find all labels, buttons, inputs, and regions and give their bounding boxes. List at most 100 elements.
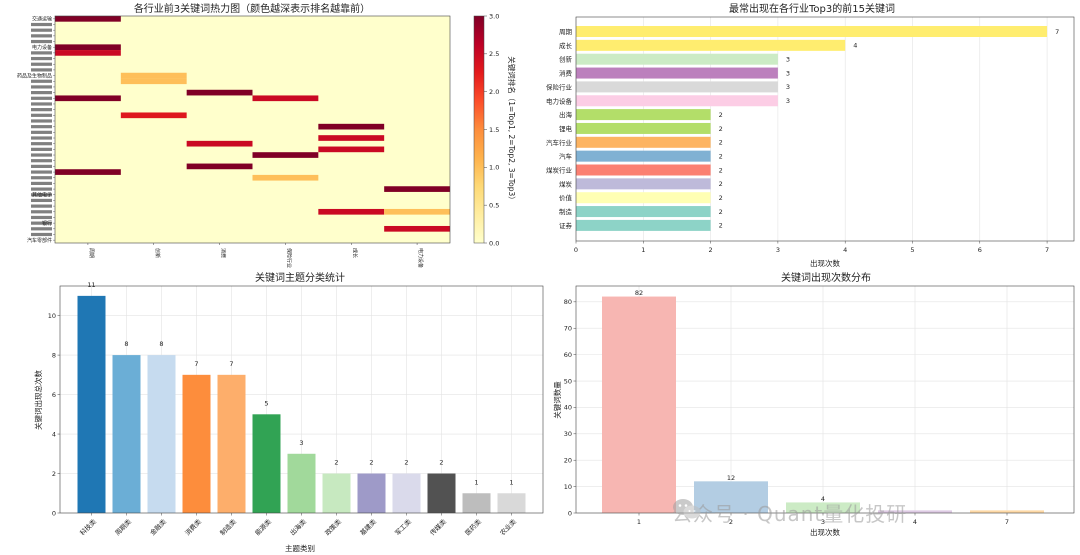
top15-bar [576, 26, 1048, 37]
theme-category-label: 金融类 [148, 517, 169, 538]
heatmap-row-label-glyphs [31, 210, 52, 214]
theme-value-label: 3 [299, 439, 303, 447]
theme-bar [287, 453, 316, 513]
theme-category-label: 基建类 [358, 517, 379, 538]
theme-y-tick-label: 10 [48, 312, 56, 320]
top15-category-label: 汽车行业 [546, 138, 573, 147]
distribution-bar [694, 481, 768, 513]
distribution-xlabel: 出现次数 [810, 527, 840, 537]
top15-value-label: 2 [719, 152, 723, 160]
top15-x-tick-label: 1 [641, 246, 645, 254]
top15-category-label: 煤炭 [559, 179, 573, 188]
top15-category-label: 制造 [559, 207, 573, 216]
heatmap-cell [55, 169, 121, 175]
top15-category-label: 汽车 [559, 152, 573, 161]
heatmap-x-label: 成长 [351, 248, 358, 258]
distribution-y-tick-label: 60 [564, 351, 572, 359]
top15-xlabel: 出现次数 [810, 258, 840, 268]
top15-value-label: 3 [786, 69, 790, 77]
heatmap-row-label-glyphs [31, 232, 52, 237]
heatmap-row-label-glyphs [31, 113, 52, 117]
top15-bars: 7 4 3 3 3 3 2 2 2 2 2 2 2 2 2 [576, 26, 1059, 231]
top15-category-label: 电力设备 [546, 96, 573, 105]
top15-category-label: 保险行业 [546, 82, 573, 91]
heatmap-row-label-glyphs [31, 198, 52, 203]
theme-category-label: 农业类 [498, 517, 519, 538]
top15-value-label: 2 [719, 194, 723, 202]
theme-value-label: 7 [194, 360, 198, 368]
distribution-x-tick-label: 7 [1005, 518, 1009, 526]
heatmap-row-label: 交通运输 [32, 16, 52, 23]
distribution-y-tick-label: 20 [564, 457, 572, 465]
top15-bar [576, 109, 711, 121]
heatmap-row-label-glyphs [31, 147, 52, 151]
theme-category-label: 医药类 [463, 517, 484, 538]
theme-y-tick-label: 0 [52, 509, 56, 517]
heatmap-row-label-glyphs [31, 164, 52, 168]
distribution-bars: 82 12 4 [602, 289, 1044, 513]
theme-value-label: 2 [334, 459, 338, 467]
heatmap-cell [252, 95, 319, 102]
top15-category-label: 成长 [559, 41, 573, 50]
heatmap-row-label-glyphs [31, 227, 52, 231]
distribution-y-tick-label: 70 [564, 325, 572, 333]
heatmap-row-label: 汽车零部件 [27, 237, 52, 244]
top15-value-label: 2 [719, 111, 723, 119]
heatmap-title: 各行业前3关键词热力图（颜色越深表示排名越靠前） [134, 2, 370, 15]
top15-value-label: 3 [786, 56, 790, 64]
heatmap-cell [55, 44, 121, 51]
theme-y-tick-label: 2 [52, 470, 56, 478]
theme-value-label: 11 [87, 281, 95, 289]
top15-value-label: 2 [719, 222, 723, 230]
heatmap-cell [318, 135, 385, 141]
top15-bar [576, 136, 711, 148]
heatmap-row-label-glyphs [31, 215, 52, 220]
heatmap-row-label-glyphs [31, 221, 52, 225]
heatmap-x-label: 创新 [154, 248, 161, 258]
heatmap-row-label: 银行 [42, 220, 52, 227]
wechat-icon [673, 499, 701, 519]
colorbar-ticks: 0.0 0.5 1.0 1.5 2.0 2.5 3.0 [484, 12, 499, 247]
heatmap-cell [55, 95, 121, 102]
top15-bar [576, 150, 711, 162]
distribution-y-tick-label: 0 [568, 509, 572, 517]
heatmap-row-label-glyphs [31, 85, 52, 89]
top15-x-tick-label: 0 [574, 246, 578, 254]
heatmap-x-label: 消费 [220, 248, 227, 258]
top15-x-tick-label: 6 [978, 246, 982, 254]
heatmap-row-label-glyphs [31, 102, 52, 106]
theme-category-label: 制造类 [218, 517, 239, 538]
heatmap-cell [384, 208, 450, 215]
top15-x-tick-label: 5 [910, 246, 914, 254]
heatmap-row-label-glyphs [31, 91, 52, 95]
heatmap-x-labels: 周期 创新 消费 保险行业 成长 电力设备 [87, 243, 424, 268]
theme-ylabel: 关键词出现总次数 [33, 370, 43, 430]
top15-value-label: 2 [719, 166, 723, 174]
theme-value-label: 8 [124, 340, 128, 348]
heatmap-cell [55, 16, 121, 22]
theme-bar [147, 355, 176, 513]
heatmap-row-label-glyphs [31, 62, 52, 66]
heatmap-cells [55, 16, 450, 232]
distribution-x-tick-label: 3 [821, 518, 825, 526]
top15-value-label: 3 [786, 83, 790, 91]
distribution-frame [575, 285, 1075, 514]
theme-value-label: 2 [369, 459, 373, 467]
theme-y-tick-label: 6 [52, 391, 56, 399]
heatmap-row-label-glyphs [31, 56, 52, 61]
heatmap-cell [384, 225, 450, 232]
theme-bar [182, 374, 211, 513]
top15-value-label: 2 [719, 208, 723, 216]
heatmap-cell [120, 112, 187, 119]
top15-value-label: 3 [786, 97, 790, 105]
heatmap-cell [186, 163, 253, 170]
heatmap-row-label-glyphs [31, 125, 52, 129]
colorbar [473, 15, 485, 244]
theme-xlabel: 主题类别 [285, 543, 315, 553]
distribution-y-tick-label: 10 [564, 483, 572, 491]
distribution-bar [970, 510, 1044, 513]
distribution-bar [786, 502, 860, 513]
